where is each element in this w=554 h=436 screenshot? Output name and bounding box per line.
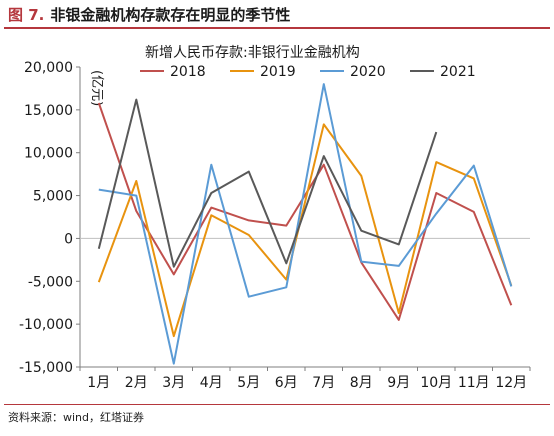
x-tick-label: 5月 — [237, 375, 260, 391]
series-line-2019 — [97, 123, 513, 338]
series-lines — [97, 83, 513, 365]
figure-title-bar: 图 7. 非银金融机构存款存在明显的季节性 — [4, 2, 550, 29]
series-line-2021 — [97, 98, 438, 268]
y-axis-label: (亿元) — [89, 70, 104, 106]
x-tick-label: 3月 — [162, 375, 185, 391]
figure-title: 非银金融机构存款存在明显的季节性 — [50, 6, 291, 24]
x-tick-label: 4月 — [200, 375, 223, 391]
legend: 2018 2019 2020 2021 — [140, 64, 476, 80]
y-tick-label: 0 — [64, 231, 73, 247]
bottom-rule — [4, 404, 550, 405]
series-line-2018 — [97, 102, 513, 321]
y-tick-label: -10,000 — [19, 317, 73, 333]
y-tick-label: -5,000 — [28, 274, 73, 290]
y-tick-label: 20,000 — [24, 60, 73, 76]
legend-label-2020: 2020 — [350, 64, 386, 80]
legend-label-2021: 2021 — [440, 64, 476, 80]
y-tick-label: 10,000 — [24, 146, 73, 162]
x-tick-label: 7月 — [312, 375, 335, 391]
legend-label-2019: 2019 — [260, 64, 296, 80]
chart-subtitle: 新增人民币存款:非银行业金融机构 — [145, 45, 360, 61]
x-tick-label: 10月 — [420, 375, 452, 391]
x-tick-label: 11月 — [458, 375, 490, 391]
legend-label-2018: 2018 — [170, 64, 206, 80]
line-chart: 新增人民币存款:非银行业金融机构 (亿元) -15,000 -10,000 -5,0… — [19, 45, 531, 391]
y-tick-label: 15,000 — [24, 103, 73, 119]
series-line-2020 — [98, 83, 513, 365]
axes: -15,000 -10,000 -5,000 0 5,000 10,000 15,000 20… — [19, 60, 531, 391]
x-tick-label: 9月 — [387, 375, 410, 391]
x-tick-label: 8月 — [350, 375, 373, 391]
x-tick-label: 6月 — [275, 375, 298, 391]
y-tick-label: -15,000 — [19, 360, 73, 376]
y-tick-label: 5,000 — [33, 189, 73, 205]
x-tick-label: 12月 — [495, 375, 527, 391]
figure-label: 图 7. — [8, 6, 45, 24]
x-tick-label: 2月 — [125, 375, 148, 391]
x-tick-label: 1月 — [87, 375, 110, 391]
source-note: 资料来源：wind，红塔证券 — [8, 411, 145, 424]
